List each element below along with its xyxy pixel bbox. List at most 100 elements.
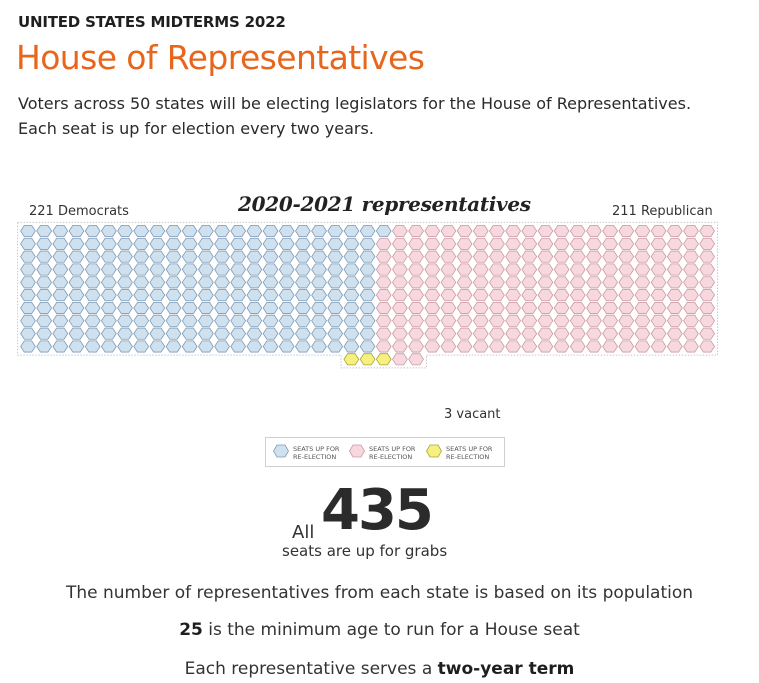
seat-democrat: [214, 263, 230, 276]
seat-democrat: [230, 224, 247, 238]
seat-republican: [489, 263, 505, 276]
seat-democrat: [295, 301, 311, 314]
seat-republican: [699, 301, 716, 314]
seat-democrat: [165, 301, 182, 314]
seat-democrat: [149, 301, 166, 314]
seat-democrat: [133, 263, 150, 276]
seat-republican: [602, 301, 618, 314]
legend-text-line1: SEATS UP FOR: [369, 445, 416, 453]
seat-democrat: [100, 327, 117, 340]
fact-term-text: Each representative serves a: [184, 659, 438, 679]
seat-democrat: [117, 301, 133, 314]
seat-republican: [440, 276, 457, 289]
seat-democrat: [165, 314, 182, 327]
seat-republican: [618, 301, 635, 314]
seat-democrat: [52, 224, 69, 238]
seat-democrat: [295, 340, 311, 353]
seat-republican: [521, 327, 538, 340]
seat-republican: [505, 250, 521, 263]
seat-democrat: [52, 250, 69, 263]
seat-republican: [472, 263, 489, 276]
seat-republican: [699, 237, 716, 250]
seat-republican: [489, 327, 505, 340]
seat-republican: [683, 237, 699, 250]
seat-republican: [537, 250, 554, 263]
seat-democrat: [230, 263, 247, 276]
seat-republican: [408, 327, 424, 340]
seat-democrat: [246, 276, 263, 289]
seat-republican: [489, 289, 505, 302]
seat-republican: [634, 289, 651, 302]
seat-democrat: [311, 340, 327, 353]
seat-republican: [392, 237, 408, 250]
seat-republican: [521, 276, 538, 289]
seat-republican: [666, 250, 683, 263]
seat-democrat: [149, 237, 166, 250]
seat-democrat: [20, 327, 36, 340]
seat-republican: [650, 250, 667, 263]
seat-republican: [602, 224, 618, 238]
legend: SEATS UP FOR RE-ELECTION SEATS UP FOR RE…: [265, 437, 505, 467]
seat-republican: [553, 276, 570, 289]
seat-republican: [699, 327, 716, 340]
seat-democrat: [52, 327, 69, 340]
legend-text-line2: RE-ELECTION: [293, 453, 337, 461]
total-prefix: All: [292, 522, 315, 543]
seat-republican: [650, 340, 667, 353]
seat-republican: [375, 250, 392, 263]
seat-republican: [392, 250, 408, 263]
seat-democrat: [197, 301, 214, 314]
seat-democrat: [327, 276, 344, 289]
seat-republican: [440, 263, 457, 276]
seat-republican: [537, 263, 554, 276]
seat-democrat: [246, 250, 263, 263]
seat-democrat: [84, 237, 101, 250]
seat-republican: [553, 314, 570, 327]
seat-republican: [472, 340, 489, 353]
seat-republican: [553, 250, 570, 263]
seat-democrat: [181, 301, 198, 314]
seat-democrat: [359, 314, 376, 327]
seat-republican: [456, 250, 473, 263]
seat-republican: [408, 250, 424, 263]
seat-republican: [666, 327, 683, 340]
seat-republican: [666, 301, 683, 314]
seat-democrat: [68, 276, 85, 289]
seat-republican: [472, 327, 489, 340]
seat-republican: [634, 327, 651, 340]
seat-republican: [634, 340, 651, 353]
seat-democrat: [117, 327, 133, 340]
seat-democrat: [327, 237, 344, 250]
seat-republican: [489, 237, 505, 250]
seat-republican: [602, 263, 618, 276]
seat-democrat: [20, 340, 36, 353]
seat-democrat: [149, 276, 166, 289]
seat-democrat: [343, 327, 360, 340]
seat-democrat: [311, 250, 327, 263]
seat-democrat: [20, 250, 36, 263]
seat-republican: [634, 301, 651, 314]
seat-democrat: [327, 340, 344, 353]
seat-democrat: [181, 250, 198, 263]
seat-republican: [489, 314, 505, 327]
seat-democrat: [311, 289, 327, 302]
seat-democrat: [100, 301, 117, 314]
seat-republican: [650, 263, 667, 276]
seat-democrat: [343, 250, 360, 263]
seat-republican: [392, 289, 408, 302]
seat-democrat: [359, 276, 376, 289]
seat-democrat: [214, 250, 230, 263]
seat-democrat: [117, 314, 133, 327]
seat-democrat: [36, 276, 53, 289]
seat-republican: [489, 276, 505, 289]
seat-republican: [666, 289, 683, 302]
seat-republican: [553, 340, 570, 353]
seat-republican: [602, 237, 618, 250]
seat-republican: [650, 224, 667, 238]
seat-democrat: [133, 314, 150, 327]
seat-democrat: [197, 327, 214, 340]
seat-democrat: [133, 276, 150, 289]
seat-republican: [666, 276, 683, 289]
seat-democrat: [133, 340, 150, 353]
seat-democrat: [149, 327, 166, 340]
